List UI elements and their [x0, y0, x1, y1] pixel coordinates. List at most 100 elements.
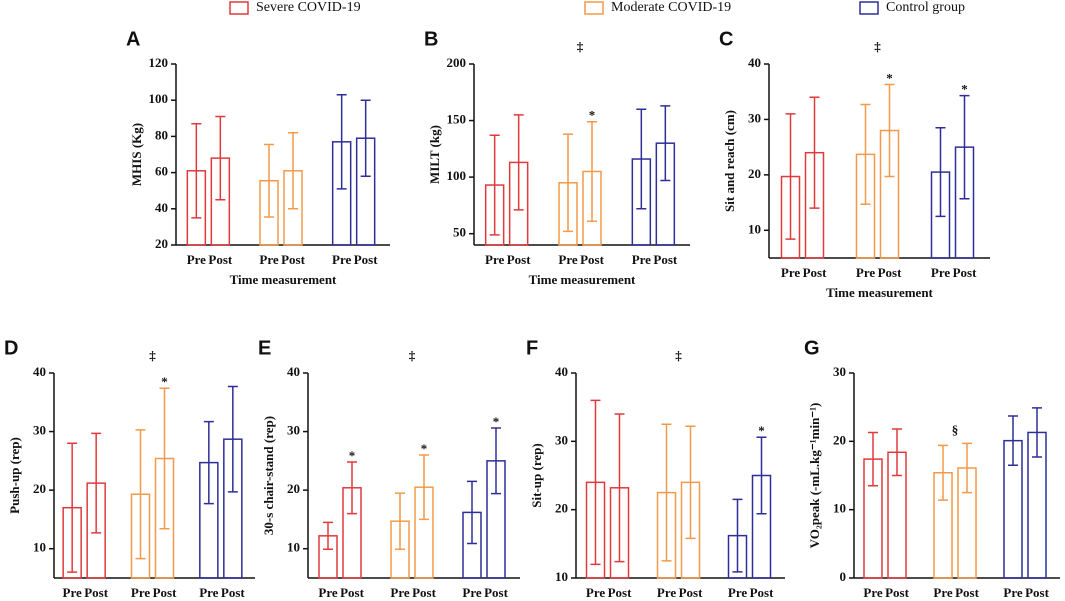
- error-bar: [360, 99, 371, 177]
- x-tick-label: Pre: [318, 585, 337, 600]
- y-tick-label: 10: [555, 569, 568, 584]
- annotation: ‡: [577, 39, 584, 54]
- x-tick-label: Post: [580, 252, 605, 267]
- y-tick-label: 150: [447, 112, 467, 127]
- significance: *: [758, 423, 765, 438]
- x-tick-label: Post: [955, 585, 980, 600]
- error-bar: [489, 134, 500, 236]
- x-tick-label: Post: [878, 265, 903, 280]
- x-tick-label: Post: [221, 585, 246, 600]
- error-bar: [395, 492, 405, 551]
- x-tick-label: Post: [484, 585, 509, 600]
- y-tick-label: 10: [33, 540, 46, 555]
- legend-swatch: [584, 1, 604, 15]
- error-bar: [323, 521, 333, 551]
- error-bar: [67, 442, 78, 573]
- x-tick-label: Post: [750, 585, 775, 600]
- y-tick-label: 40: [748, 55, 761, 70]
- y-axis-label: MHIS (Kg): [129, 123, 144, 186]
- error-bar: [809, 96, 820, 209]
- x-axis-label: Time measurement: [529, 272, 636, 287]
- x-tick-label: Post: [507, 252, 532, 267]
- error-bar: [884, 83, 895, 178]
- error-bar: [191, 122, 202, 219]
- x-tick-label: Post: [1025, 585, 1050, 600]
- error-bar: [660, 105, 671, 182]
- error-bar: [587, 120, 597, 222]
- x-axis-label: Time measurement: [826, 285, 933, 300]
- annotation: ‡: [874, 39, 881, 54]
- x-tick-label: Pre: [632, 252, 651, 267]
- x-tick-label: Post: [412, 585, 437, 600]
- x-tick-label: Pre: [586, 585, 605, 600]
- y-tick-label: 100: [447, 168, 467, 183]
- x-tick-label: Pre: [863, 585, 882, 600]
- error-bar: [590, 399, 601, 566]
- y-tick-label: 40: [287, 364, 300, 379]
- y-tick-label: 20: [33, 481, 46, 496]
- annotation: ‡: [409, 348, 416, 363]
- error-bar: [215, 115, 226, 201]
- x-tick-label: Pre: [390, 585, 409, 600]
- error-bar: [1032, 407, 1042, 458]
- annotation: ‡: [675, 348, 682, 363]
- y-tick-label: 30: [833, 364, 846, 379]
- annotation: §: [952, 422, 959, 437]
- x-tick-label: Pre: [657, 585, 676, 600]
- error-bar: [288, 132, 298, 210]
- error-bar: [159, 387, 170, 530]
- y-tick-label: 20: [155, 236, 168, 251]
- y-tick-label: 80: [155, 127, 168, 142]
- y-tick-label: 30: [33, 423, 46, 438]
- y-tick-label: 20: [287, 481, 300, 496]
- y-tick-label: 200: [447, 55, 467, 70]
- error-bar: [868, 431, 878, 487]
- y-tick-label: 30: [287, 423, 300, 438]
- error-bar: [419, 454, 429, 521]
- error-bar: [756, 436, 767, 515]
- error-bar: [614, 413, 625, 563]
- x-tick-label: Post: [208, 252, 233, 267]
- panel-letter: C: [719, 28, 733, 50]
- x-tick-label: Post: [953, 265, 978, 280]
- y-tick-label: 120: [149, 55, 169, 70]
- y-tick-label: 40: [33, 364, 46, 379]
- x-tick-label: Pre: [558, 252, 577, 267]
- x-axis-label: Time measurement: [230, 272, 337, 287]
- y-tick-label: 30: [555, 432, 568, 447]
- panel-letter: A: [126, 28, 140, 50]
- y-axis-label: Sit-up (rep): [529, 443, 544, 507]
- significance: *: [349, 448, 356, 463]
- error-bar: [1008, 415, 1018, 466]
- x-tick-label: Pre: [462, 585, 481, 600]
- x-tick-label: Pre: [187, 252, 206, 267]
- x-tick-label: Pre: [856, 265, 875, 280]
- error-bar: [563, 133, 573, 233]
- legend-swatch: [859, 1, 879, 15]
- x-tick-label: Post: [84, 585, 109, 600]
- error-bar: [732, 498, 743, 573]
- y-tick-label: 0: [840, 569, 847, 584]
- error-bar: [91, 432, 102, 534]
- legend-label: Control group: [886, 0, 965, 15]
- error-bar: [513, 114, 524, 211]
- panel-letter: D: [4, 337, 18, 359]
- panel-letter: F: [526, 337, 538, 359]
- x-tick-label: Pre: [131, 585, 150, 600]
- legend-swatch: [229, 1, 249, 15]
- x-tick-label: Pre: [259, 252, 278, 267]
- error-bar: [938, 444, 948, 501]
- significance: *: [961, 82, 968, 97]
- y-tick-label: 10: [287, 540, 300, 555]
- y-tick-label: 10: [833, 501, 846, 516]
- error-bar: [661, 423, 672, 562]
- y-axis-label: 30-s chair-stand (rep): [261, 416, 276, 535]
- x-tick-label: Post: [354, 252, 379, 267]
- x-tick-label: Pre: [332, 252, 351, 267]
- x-tick-label: Post: [803, 265, 828, 280]
- x-tick-label: Pre: [199, 585, 218, 600]
- error-bar: [962, 442, 972, 494]
- y-tick-label: 40: [555, 364, 568, 379]
- x-tick-label: Post: [153, 585, 178, 600]
